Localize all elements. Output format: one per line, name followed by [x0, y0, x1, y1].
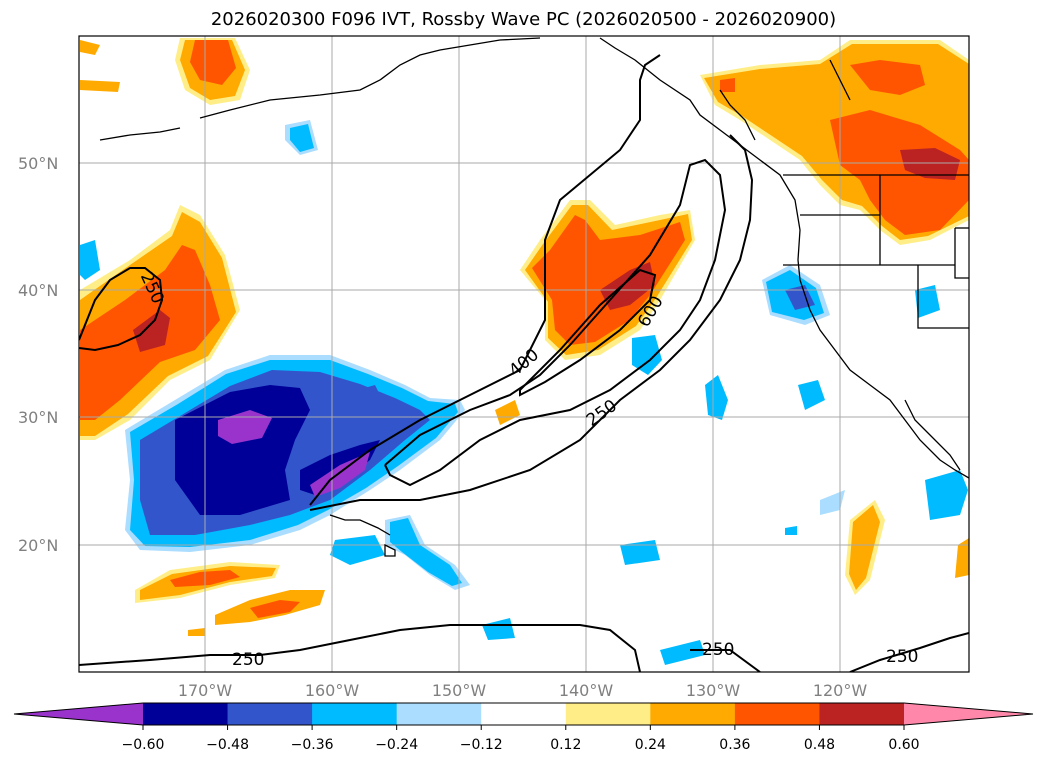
lon-label: 140°W: [559, 681, 614, 700]
colorbar-tick-label: 0.36: [719, 737, 750, 753]
contour-label: 250: [232, 650, 264, 670]
graticule: [79, 36, 969, 672]
colorbar-tick-label: −0.48: [206, 737, 249, 753]
contour-label: 250: [886, 647, 918, 667]
coastlines: [99, 37, 969, 557]
colorbar-segment: [312, 703, 398, 725]
colorbar-segment: [227, 703, 313, 725]
longitude-labels: 170°W 160°W 150°W 140°W 130°W 120°W: [178, 681, 868, 700]
colorbar-tick-label: 0.60: [888, 737, 919, 753]
colorbar-tick-label: −0.12: [460, 737, 503, 753]
lon-label: 120°W: [813, 681, 868, 700]
lat-label: 40°N: [18, 281, 58, 300]
colorbar-tick-label: −0.24: [375, 737, 418, 753]
colorbar-extend-high: [904, 703, 1033, 725]
lon-label: 160°W: [305, 681, 360, 700]
colorbar: −0.60 −0.48 −0.36 −0.24 −0.12 0.12 0.24 0.36 0.4…: [13, 702, 1034, 753]
lat-label: 30°N: [18, 408, 58, 427]
colorbar-segment: [734, 703, 820, 725]
lat-label: 20°N: [18, 536, 58, 555]
lon-label: 170°W: [178, 681, 233, 700]
contour-label: 250: [702, 640, 734, 660]
shading-layer: [80, 38, 969, 665]
lat-label: 50°N: [18, 154, 58, 173]
colorbar-segment: [565, 703, 651, 725]
colorbar-tick-label: 0.12: [550, 737, 581, 753]
lon-label: 150°W: [432, 681, 487, 700]
colorbar-segment: [650, 703, 736, 725]
colorbar-extend-low: [14, 703, 143, 725]
colorbar-tick-label: 0.24: [635, 737, 666, 753]
colorbar-tick-label: −0.36: [291, 737, 334, 753]
ivt-contours: [79, 54, 969, 672]
colorbar-segment: [396, 703, 482, 725]
lon-label: 130°W: [686, 681, 741, 700]
map-frame: [78, 35, 970, 673]
latitude-labels: 50°N 40°N 30°N 20°N: [18, 154, 58, 555]
colorbar-segment: [819, 703, 905, 725]
colorbar-segment: [143, 703, 229, 725]
colorbar-tick-label: 0.48: [804, 737, 835, 753]
colorbar-segment: [481, 703, 567, 725]
map-title: 2026020300 F096 IVT, Rossby Wave PC (202…: [210, 9, 837, 30]
colorbar-tick-label: −0.60: [122, 737, 165, 753]
